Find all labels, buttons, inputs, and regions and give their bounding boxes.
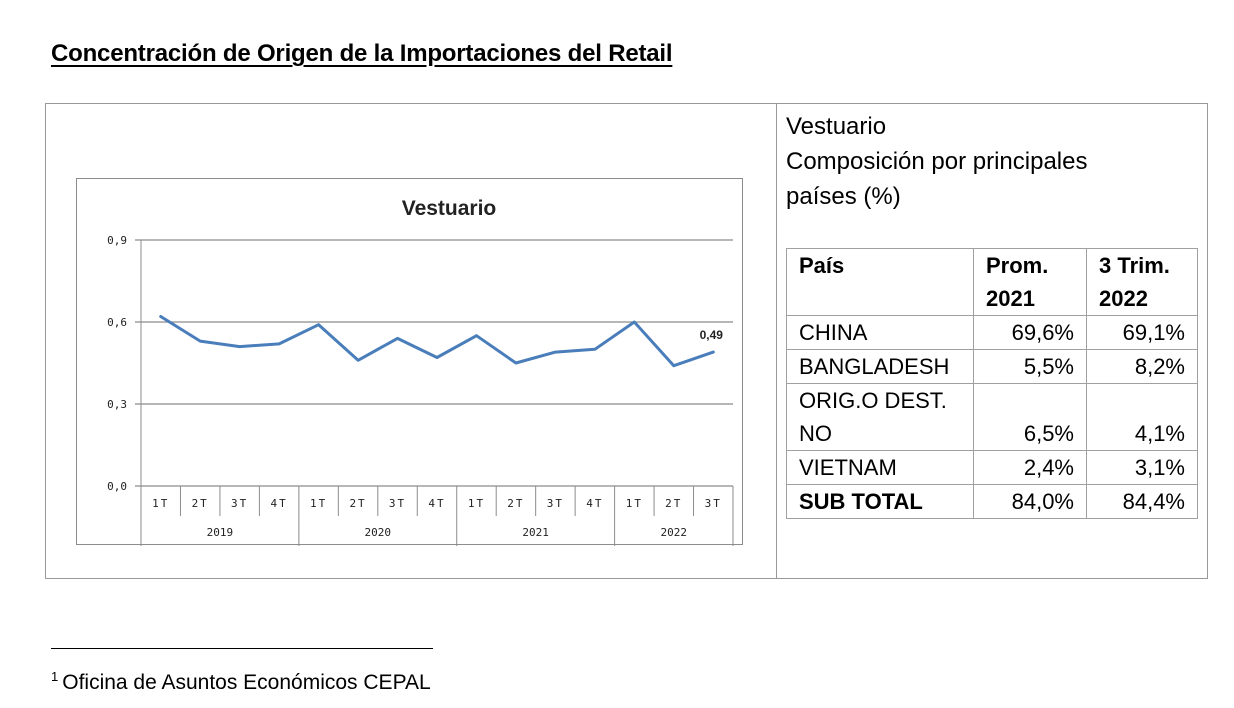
cell-prom: 5,5% [973, 349, 1087, 384]
cell-pais: VIETNAM [786, 450, 974, 485]
header-trim-2022: 3 Trim. 2022 [1086, 248, 1198, 316]
table-row-subtotal: SUB TOTAL 84,0% 84,4% [786, 484, 1198, 519]
country-composition-table: País Prom. 2021 3 Trim. 2022 CHINA 69,6% 6… [786, 248, 1198, 519]
y-tick-label: 0,3 [107, 398, 127, 411]
x-group-label: 2020 [365, 526, 392, 539]
line-chart: Vestuario 0,0 0,3 0,6 0,9 1T 2T 3T 4T 1T 2T 3T 4T 1T 2… [76, 178, 743, 546]
x-tick-label: 1T [626, 497, 643, 510]
x-tick-label: 4T [271, 497, 288, 510]
page-title: Concentración de Origen de la Importacio… [51, 40, 673, 67]
x-tick-label: 1T [152, 497, 169, 510]
chart-title: Vestuario [402, 197, 497, 220]
x-tick-label: 4T [586, 497, 603, 510]
cell-prom: 2,4% [973, 450, 1087, 485]
cell-prom: 6,5% [973, 383, 1087, 451]
cell-pais-line2: NO [799, 421, 832, 446]
x-tick-label: 3T [389, 497, 406, 510]
cell-prom: 84,0% [973, 484, 1087, 519]
x-tick-label: 1T [310, 497, 327, 510]
x-tick-label: 2T [507, 497, 524, 510]
x-group-label: 2021 [522, 526, 549, 539]
table-row: BANGLADESH 5,5% 8,2% [786, 349, 1198, 384]
x-tick-label: 2T [665, 497, 682, 510]
heading-line-1: Vestuario [786, 113, 887, 140]
cell-pais: BANGLADESH [786, 349, 974, 384]
x-tick-label: 3T [547, 497, 564, 510]
x-tick-label: 2T [349, 497, 366, 510]
y-tick-label: 0,0 [107, 480, 127, 493]
x-tick-label: 3T [705, 497, 722, 510]
x-group-label: 2022 [661, 526, 688, 539]
content-divider [776, 103, 777, 579]
footnote-separator [51, 648, 433, 649]
x-tick-label: 4T [428, 497, 445, 510]
table-row: VIETNAM 2,4% 3,1% [786, 450, 1198, 485]
cell-pais-line1: ORIG.O DEST. [799, 388, 947, 413]
x-group-label: 2019 [207, 526, 234, 539]
header-prom-2021: Prom. 2021 [973, 248, 1087, 316]
x-tick-label: 1T [468, 497, 485, 510]
header-prom-line2: 2021 [986, 286, 1035, 311]
header-pais: País [786, 248, 974, 316]
series-line [159, 315, 715, 368]
cell-trim: 4,1% [1086, 383, 1198, 451]
y-tick-label: 0,6 [107, 316, 127, 329]
cell-pais: SUB TOTAL [786, 484, 974, 519]
data-label: 0,49 [700, 328, 724, 342]
x-tick-label: 3T [231, 497, 248, 510]
footnote-text: Oficina de Asuntos Económicos CEPAL [62, 671, 431, 694]
cell-pais: ORIG.O DEST. NO [786, 383, 974, 451]
cell-pais: CHINA [786, 315, 974, 350]
heading-line-2: Composición por principales [786, 148, 1088, 175]
table-row: ORIG.O DEST. NO 6,5% 4,1% [786, 383, 1198, 451]
header-trim-line2: 2022 [1099, 286, 1148, 311]
header-prom-line1: Prom. [986, 253, 1049, 278]
table-row: CHINA 69,6% 69,1% [786, 315, 1198, 350]
cell-trim: 3,1% [1086, 450, 1198, 485]
header-trim-line1: 3 Trim. [1099, 253, 1170, 278]
cell-trim: 84,4% [1086, 484, 1198, 519]
footnote: 1 Oficina de Asuntos Económicos CEPAL [51, 669, 431, 695]
x-tick-label: 2T [192, 497, 209, 510]
cell-trim: 8,2% [1086, 349, 1198, 384]
content-box [45, 103, 1208, 579]
y-tick-label: 0,9 [107, 234, 127, 247]
table-heading: Vestuario Composición por principales pa… [786, 109, 1196, 214]
cell-prom: 69,6% [973, 315, 1087, 350]
heading-line-3: países (%) [786, 183, 901, 210]
table-header-row: País Prom. 2021 3 Trim. 2022 [786, 248, 1198, 316]
cell-trim: 69,1% [1086, 315, 1198, 350]
chart-canvas: Vestuario 0,0 0,3 0,6 0,9 1T 2T 3T 4T 1T 2T 3T 4T 1T 2… [107, 197, 734, 546]
footnote-marker: 1 [51, 669, 59, 684]
